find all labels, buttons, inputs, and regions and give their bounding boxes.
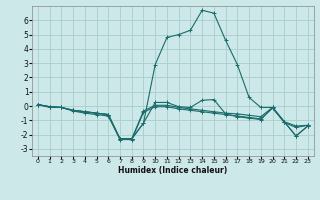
X-axis label: Humidex (Indice chaleur): Humidex (Indice chaleur) — [118, 166, 228, 175]
